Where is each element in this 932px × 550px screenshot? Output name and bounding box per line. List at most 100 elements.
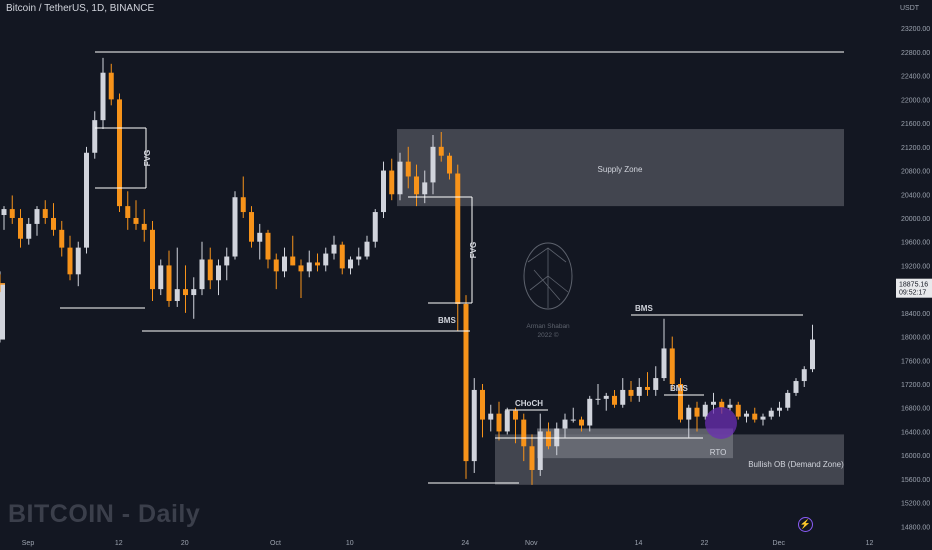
candle-body [480,389,485,420]
candle-body [51,217,56,230]
x-tick-label: Sep [22,540,35,547]
candle-body [554,428,560,447]
candle-body [315,262,320,266]
candle-body [372,212,378,242]
candle-body [488,413,494,420]
watermark-title: BITCOIN - Daily [8,500,201,528]
x-tick-label: 12 [115,540,123,547]
candle-body [678,384,683,420]
candle-body [75,247,81,275]
candle-body [628,389,634,396]
brain-network [527,247,569,308]
lightning-icon[interactable]: ⚡ [798,517,813,532]
candle-body [711,401,716,405]
candle-body [661,348,667,379]
candle-body [438,146,444,156]
x-tick-label: Dec [773,540,786,547]
x-tick-label: 12 [866,540,874,547]
candle-body [777,407,782,411]
x-tick-label: 24 [461,540,469,547]
candle-body [199,259,205,290]
logo-text-name: Arman Shaban [526,323,570,330]
candle-body [686,407,692,420]
candle-body [546,431,551,447]
candle-body [381,170,386,213]
candle-body [232,197,238,257]
supply-zone [397,129,844,207]
candle-body [59,229,65,248]
candle-body [290,256,296,266]
candle-body [339,244,345,269]
candle-body [504,410,510,432]
fvg-label-2: FVG [469,242,478,258]
y-tick-label: 19600.00 [901,240,930,247]
candle-body [529,446,535,470]
candle-body [801,369,807,382]
y-tick-label: 22400.00 [901,74,930,81]
candle-body [694,407,700,417]
countdown-value: 09:52:17 [899,290,926,297]
choch-label: CHoCH [515,399,543,408]
candle-body [240,197,246,213]
candle-body [768,410,774,417]
candle-body [174,289,180,301]
y-tick-label: 16000.00 [901,453,930,460]
candle-body [18,217,23,239]
candle-body [133,217,139,224]
y-tick-label: 17200.00 [901,382,930,389]
y-tick-label: 22800.00 [901,50,930,57]
candle-body [422,182,428,195]
last-price-badge [896,278,932,298]
candle-body [562,419,568,429]
candle-body [282,256,287,272]
candle-body [389,170,395,195]
rto-label: RTO [710,448,727,457]
candle-body [183,289,188,296]
candle-body [191,289,197,296]
x-tick-label: Nov [525,540,538,547]
candle-body [513,410,518,420]
candle-body [216,265,221,281]
candle-body [364,241,370,257]
y-tick-label: 22000.00 [901,97,930,104]
candle-body [306,262,312,272]
brain-outline [523,242,573,310]
candle-body [810,339,815,370]
candle-body [84,152,89,248]
candle-body [760,416,766,420]
candle-body [1,209,7,216]
candle-body [414,176,419,195]
candle-body [0,283,5,340]
candle-body [463,303,469,462]
candle-body [100,72,106,121]
candle-body [570,419,576,421]
candle-body [430,146,436,183]
supply-zone-label: Supply Zone [598,165,643,174]
y-tick-label: 15200.00 [901,501,930,508]
price-unit-label: USDT [900,5,920,12]
candle-body [34,209,40,224]
candle-body [603,395,609,399]
x-tick-label: Oct [270,540,281,547]
x-tick-label: 20 [181,540,189,547]
bms-label-1: BMS [438,316,456,325]
candle-body [273,259,279,272]
candle-body [620,389,626,405]
bms-label-3: BMS [670,384,688,393]
candle-body [752,413,758,420]
candle-body [224,256,230,266]
candle-body [42,209,48,218]
y-tick-label: 17600.00 [901,358,930,365]
inner-zone [537,428,733,459]
candle-body [447,155,452,174]
candle-body [397,161,403,195]
candle-body [0,283,5,285]
candle-body [249,212,254,242]
candle-body [521,419,527,447]
candle-body [636,386,642,396]
candle-body [323,253,329,266]
y-tick-label: 15600.00 [901,477,930,484]
y-tick-label: 19200.00 [901,263,930,270]
